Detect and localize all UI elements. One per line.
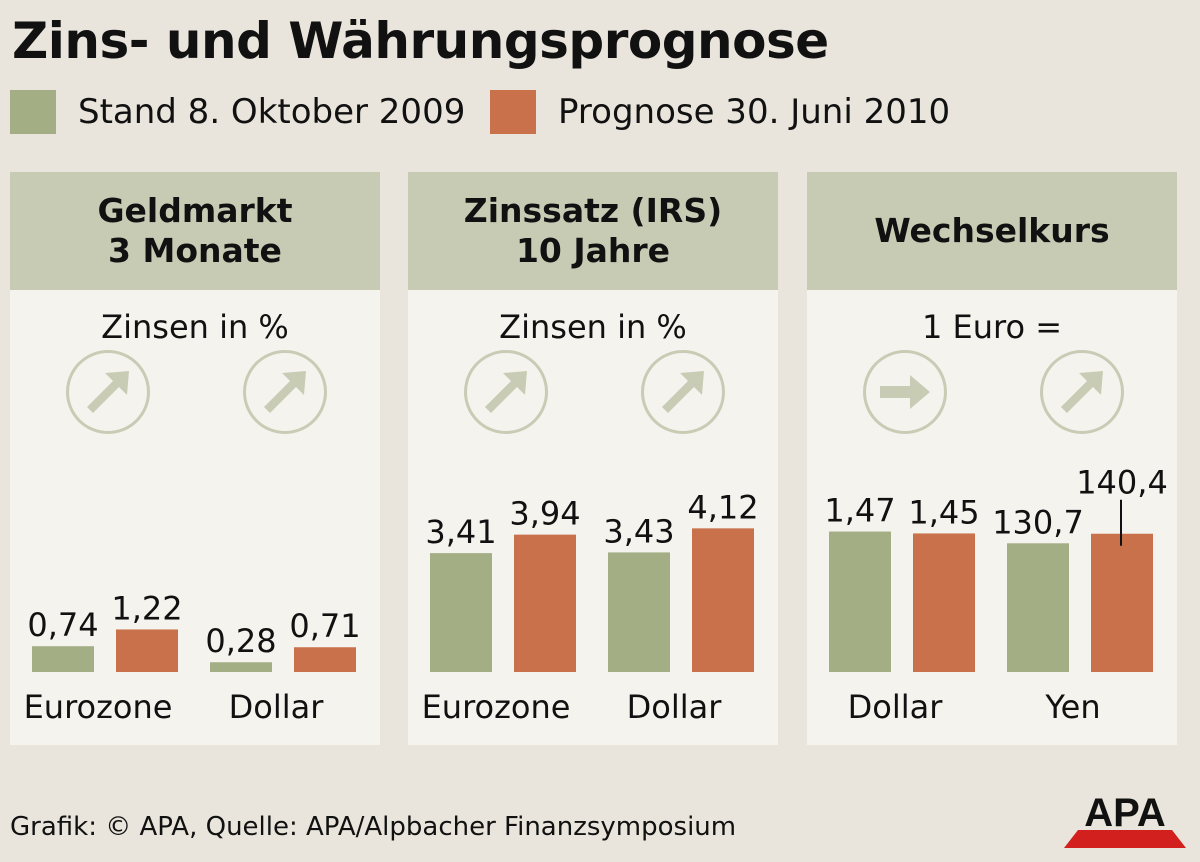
- category-label-eurozone: Eurozone: [422, 688, 571, 726]
- panel-geldmarkt-title-line-1: Geldmarkt: [97, 191, 293, 230]
- panel-geldmarkt: Geldmarkt 3 Monate Zinsen in % 0,74 1,22 E…: [10, 172, 380, 745]
- bar-eurozone-prognose: [514, 534, 576, 672]
- value-label-dollar-stand: 1,47: [824, 492, 895, 530]
- arrow-up-right-icon: [243, 350, 327, 434]
- bar-dollar-stand: [608, 552, 670, 672]
- bar-dollar-prognose: [294, 647, 356, 672]
- bar-dollar-prognose: [692, 528, 754, 672]
- value-label-eurozone-stand: 3,41: [425, 513, 496, 551]
- apa-logo-text: APA: [1084, 791, 1165, 835]
- value-label-eurozone-stand: 0,74: [27, 606, 98, 644]
- arrow-right-icon-glyph: [880, 375, 930, 409]
- category-label-dollar: Dollar: [229, 688, 325, 726]
- value-label-dollar-prognose: 0,71: [289, 607, 360, 645]
- panel-geldmarkt-header: Geldmarkt 3 Monate: [10, 172, 380, 290]
- panel-geldmarkt-title-line-2: 3 Monate: [108, 231, 282, 270]
- panel-zinssatz-subtitle: Zinsen in %: [499, 308, 687, 346]
- arrow-up-right-icon: [66, 350, 150, 434]
- panel-zinssatz-header: Zinssatz (IRS) 10 Jahre: [408, 172, 778, 290]
- value-label-eurozone-prognose: 1,22: [111, 589, 182, 627]
- arrow-up-right-icon: [464, 350, 548, 434]
- bar-dollar-stand: [210, 662, 272, 672]
- arrow-up-right-icon-glyph: [87, 371, 129, 413]
- value-label-dollar-stand: 0,28: [205, 622, 276, 660]
- bar-eurozone-prognose: [116, 629, 178, 672]
- legend-label-prognose: Prognose 30. Juni 2010: [558, 92, 951, 132]
- panel-zinssatz-title-line-1: Zinssatz (IRS): [463, 191, 723, 230]
- bar-yen-stand: [1007, 543, 1069, 672]
- category-label-dollar: Dollar: [627, 688, 723, 726]
- arrow-up-right-icon-glyph: [1061, 371, 1103, 413]
- bar-eurozone-stand: [430, 553, 492, 672]
- arrow-up-right-icon: [641, 350, 725, 434]
- legend-item-prognose: Prognose 30. Juni 2010: [490, 90, 950, 134]
- panel-zinssatz: Zinssatz (IRS) 10 Jahre Zinsen in % 3,41…: [408, 172, 778, 745]
- bar-eurozone-stand: [32, 646, 94, 672]
- chart-zinssatz: 3,41 3,94 Eurozone 3,43 4,12 Dollar: [422, 488, 759, 726]
- panel-wechselkurs: Wechselkurs 1 Euro = 1,47 1,45 Dollar 130,7…: [807, 172, 1177, 745]
- arrow-up-right-icon-glyph: [264, 371, 306, 413]
- value-label-dollar-prognose: 1,45: [908, 493, 979, 531]
- category-label-dollar: Dollar: [848, 688, 944, 726]
- arrow-up-right-icon-glyph: [485, 371, 527, 413]
- arrow-right-icon: [863, 350, 947, 434]
- category-label-yen: Yen: [1044, 688, 1100, 726]
- value-label-dollar-prognose: 4,12: [687, 488, 758, 526]
- bar-dollar-prognose: [913, 533, 975, 672]
- source-footer: Grafik: © APA, Quelle: APA/Alpbacher Fin…: [10, 812, 737, 842]
- legend-swatch-stand: [10, 90, 56, 134]
- legend-item-stand: Stand 8. Oktober 2009: [10, 90, 465, 134]
- value-label-yen-prognose: 140,4: [1076, 464, 1168, 502]
- panel-wechselkurs-header: Wechselkurs: [807, 172, 1177, 290]
- panel-wechselkurs-title: Wechselkurs: [874, 211, 1110, 250]
- value-label-dollar-stand: 3,43: [603, 512, 674, 550]
- arrow-up-right-icon-glyph: [662, 371, 704, 413]
- legend-swatch-prognose: [490, 90, 536, 134]
- panel-wechselkurs-subtitle: 1 Euro =: [921, 308, 1063, 346]
- arrow-up-right-icon: [1040, 350, 1124, 434]
- value-label-eurozone-prognose: 3,94: [509, 495, 580, 533]
- panel-geldmarkt-subtitle: Zinsen in %: [101, 308, 289, 346]
- legend-label-stand: Stand 8. Oktober 2009: [78, 92, 466, 132]
- panel-zinssatz-title-line-2: 10 Jahre: [515, 231, 671, 270]
- chart-title: Zins- und Währungsprognose: [12, 12, 829, 70]
- category-label-eurozone: Eurozone: [24, 688, 173, 726]
- apa-logo: APA: [1064, 791, 1186, 848]
- chart-geldmarkt: 0,74 1,22 Eurozone 0,28 0,71 Dollar: [24, 589, 361, 726]
- bar-yen-prognose: [1091, 533, 1153, 672]
- bar-dollar-stand: [829, 531, 891, 672]
- value-label-yen-stand: 130,7: [992, 503, 1084, 541]
